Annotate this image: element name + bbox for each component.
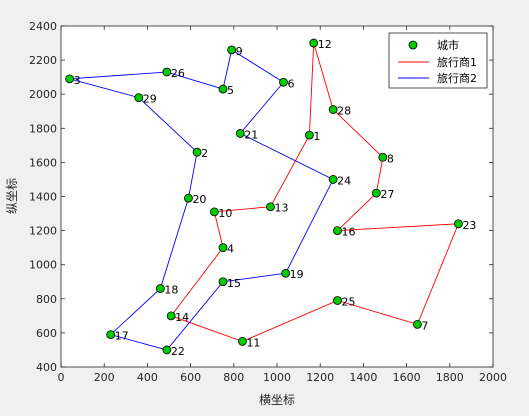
y-tick-label: 600 xyxy=(36,327,57,340)
city-point-19 xyxy=(281,268,291,278)
city-point-21 xyxy=(235,129,245,138)
legend-box xyxy=(388,32,488,89)
y-tick-label: 2200 xyxy=(29,54,57,67)
y-tick-label: 1400 xyxy=(29,191,57,204)
city-point-layer xyxy=(65,38,463,355)
x-tick-label: 800 xyxy=(223,371,244,384)
y-tick-label: 1600 xyxy=(29,156,57,169)
city-label-21: 21 xyxy=(244,128,258,141)
y-tick-label: 2000 xyxy=(29,88,57,101)
city-point-28 xyxy=(328,105,338,114)
city-label-19: 19 xyxy=(290,268,304,281)
city-point-6 xyxy=(279,77,288,87)
city-label-1: 1 xyxy=(313,130,320,143)
city-label-13: 13 xyxy=(275,202,289,215)
city-point-12 xyxy=(309,38,319,48)
legend-city-marker xyxy=(408,40,418,50)
city-label-2: 2 xyxy=(201,147,208,160)
city-point-26 xyxy=(162,67,172,77)
city-point-22 xyxy=(162,345,172,355)
x-tick-label: 1200 xyxy=(306,371,334,384)
city-label-4: 4 xyxy=(227,243,234,256)
x-tick-label: 200 xyxy=(94,371,115,384)
y-tick-label: 1800 xyxy=(29,122,57,135)
x-tick-label: 1800 xyxy=(436,371,464,384)
y-tick-label: 1000 xyxy=(29,259,57,272)
city-label-8: 8 xyxy=(387,152,394,165)
city-label-11: 11 xyxy=(246,336,260,349)
city-point-11 xyxy=(238,337,247,346)
city-point-7 xyxy=(412,319,422,329)
city-point-10 xyxy=(209,207,219,217)
city-label-14: 14 xyxy=(175,311,189,324)
city-label-18: 18 xyxy=(164,284,178,297)
legend-label-traveler-1: 旅行商1 xyxy=(437,55,477,69)
route-traveler-2 xyxy=(69,49,334,351)
city-label-15: 15 xyxy=(227,277,241,290)
city-label-7: 7 xyxy=(421,319,428,332)
x-axis-label: 横坐标 xyxy=(259,393,295,407)
y-tick-label: 800 xyxy=(36,293,57,306)
city-label-26: 26 xyxy=(171,67,185,80)
city-label-5: 5 xyxy=(227,84,234,97)
x-tick-label: 1600 xyxy=(393,371,421,384)
city-point-5 xyxy=(218,84,228,94)
city-label-28: 28 xyxy=(337,105,351,118)
legend-label-city: 城市 xyxy=(437,38,459,52)
city-label-29: 29 xyxy=(143,93,157,106)
city-point-2 xyxy=(192,147,202,157)
city-point-14 xyxy=(166,311,176,321)
city-label-16: 16 xyxy=(341,226,355,239)
y-tick-label: 2400 xyxy=(29,20,57,33)
x-tick-label: 600 xyxy=(180,371,201,384)
city-point-4 xyxy=(218,243,228,253)
legend: 城市 旅行商1 旅行商2 xyxy=(388,32,488,89)
city-point-13 xyxy=(266,202,275,212)
city-point-23 xyxy=(454,219,463,229)
city-point-25 xyxy=(333,296,342,305)
city-point-8 xyxy=(378,152,388,162)
city-point-24 xyxy=(328,175,338,184)
city-point-1 xyxy=(304,130,314,140)
y-axis-label: 纵坐标 xyxy=(5,178,19,214)
city-label-25: 25 xyxy=(341,296,355,309)
city-label-layer: 1234567891011121314151617181920212223242… xyxy=(74,38,477,358)
city-point-15 xyxy=(218,277,228,287)
x-tick-label: 1400 xyxy=(349,371,377,384)
y-axis: 400 600 800 1000 1200 1400 1600 1800 2000 2200 240… xyxy=(29,20,493,374)
city-label-12: 12 xyxy=(318,38,332,51)
city-label-20: 20 xyxy=(192,193,206,206)
legend-label-traveler-2: 旅行商2 xyxy=(437,71,477,85)
city-label-3: 3 xyxy=(74,74,81,87)
x-tick-label: 400 xyxy=(137,371,158,384)
city-point-17 xyxy=(106,330,116,340)
city-point-18 xyxy=(155,284,165,293)
city-label-24: 24 xyxy=(337,174,351,187)
x-tick-label: 2000 xyxy=(479,371,507,384)
city-point-27 xyxy=(371,188,381,198)
x-axis: 0 200 400 600 800 1000 1200 1400 1600 1800 2000 xyxy=(58,26,507,384)
city-point-16 xyxy=(333,226,342,236)
x-tick-label: 0 xyxy=(58,371,65,384)
city-label-6: 6 xyxy=(287,77,294,90)
city-label-17: 17 xyxy=(115,330,129,343)
city-label-27: 27 xyxy=(380,188,394,201)
city-label-23: 23 xyxy=(462,219,476,232)
city-label-9: 9 xyxy=(236,45,243,58)
city-point-3 xyxy=(65,74,75,84)
city-point-9 xyxy=(227,45,237,55)
x-tick-label: 1000 xyxy=(263,371,291,384)
city-point-29 xyxy=(134,93,144,103)
y-tick-label: 1200 xyxy=(29,225,57,238)
city-label-10: 10 xyxy=(218,207,232,220)
city-point-20 xyxy=(184,193,193,203)
y-tick-label: 400 xyxy=(36,361,57,374)
city-label-22: 22 xyxy=(171,345,185,358)
